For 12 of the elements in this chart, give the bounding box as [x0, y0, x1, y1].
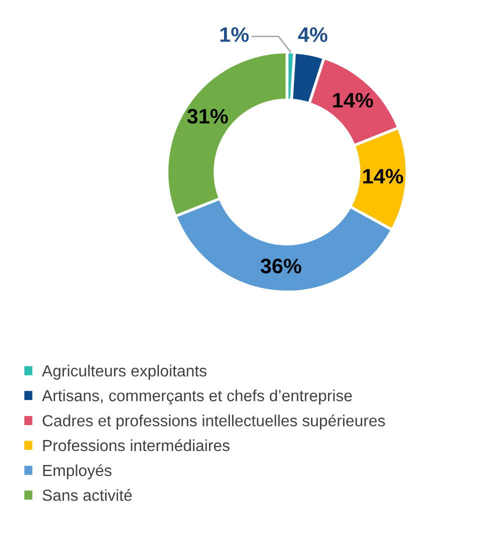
legend-label: Professions intermédiaires [43, 439, 230, 452]
data-label: 14% [363, 168, 404, 184]
data-label: 14% [333, 92, 374, 108]
legend-label: Employés [43, 464, 112, 480]
data-label: 36% [260, 258, 302, 274]
legend-label: Sans activité [42, 489, 132, 501]
data-label: 31% [187, 108, 228, 124]
legend-label: Agriculteurs exploitants [42, 364, 206, 380]
legend-label: Artisans, commerçants et chefs d’entreprise [42, 390, 352, 405]
data-label: 1% [220, 27, 249, 42]
legend-label: Cadres et professions intellectuelles supérieures [42, 414, 385, 430]
data-label: 4% [298, 27, 328, 42]
